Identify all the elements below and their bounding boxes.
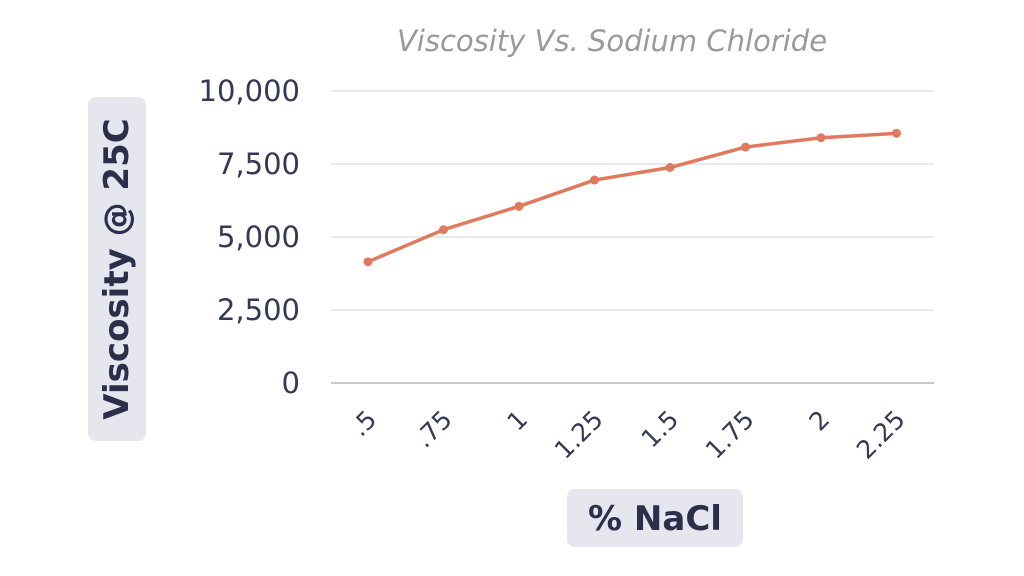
- y-tick-label: 10,000: [199, 74, 300, 108]
- data-point: [741, 142, 750, 152]
- data-point: [590, 175, 599, 185]
- x-tick-labels: .5 .75 1 1.25 1.5 1.75 2 2.25: [345, 405, 911, 465]
- x-tick-label: .5: [345, 405, 382, 442]
- y-axis-label-group: Viscosity @ 25C: [88, 97, 146, 441]
- x-tick-label: 1.5: [636, 405, 685, 454]
- data-point: [363, 257, 373, 267]
- chart-title: Viscosity Vs. Sodium Chloride: [397, 24, 827, 58]
- x-tick-label: .75: [409, 405, 458, 454]
- x-axis-label: % NaCl: [588, 499, 722, 539]
- x-tick-label: 2.25: [851, 405, 911, 465]
- gridlines: [331, 90, 934, 384]
- y-axis-label: Viscosity @ 25C: [97, 118, 137, 419]
- y-tick-labels: 0 2,500 5,000 7,500 10,000: [199, 74, 300, 400]
- x-tick-label: 1: [501, 405, 533, 437]
- x-axis-label-group: % NaCl: [567, 489, 743, 547]
- x-axis-label-badge: [567, 489, 743, 547]
- y-tick-label: 0: [282, 366, 300, 400]
- series-line: [367, 131, 897, 264]
- x-tick-label: 1.25: [549, 405, 609, 465]
- data-point: [439, 225, 448, 235]
- data-point: [514, 201, 524, 211]
- y-tick-label: 5,000: [217, 220, 300, 254]
- y-tick-label: 2,500: [217, 293, 300, 327]
- data-point: [665, 163, 675, 173]
- x-tick-label: 1.75: [700, 405, 760, 465]
- data-point: [816, 133, 826, 143]
- y-tick-label: 7,500: [217, 147, 300, 181]
- y-axis-label-badge: [88, 97, 146, 441]
- data-point: [892, 128, 901, 138]
- series-viscosity: [363, 128, 901, 267]
- x-tick-label: 2: [803, 405, 835, 437]
